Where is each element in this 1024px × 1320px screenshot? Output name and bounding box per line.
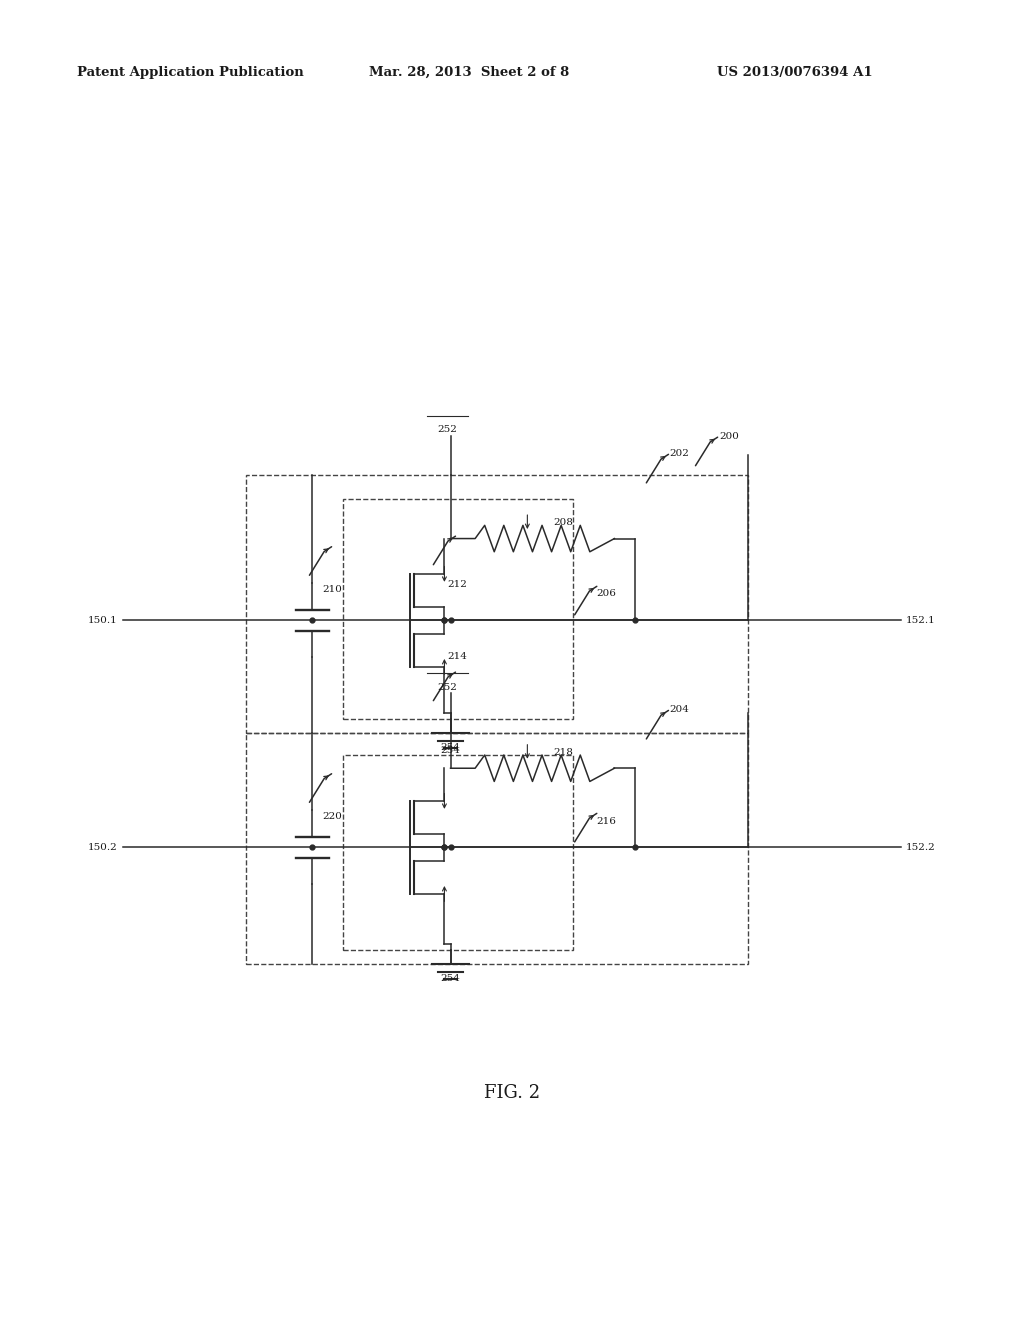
Text: 218: 218: [553, 748, 572, 756]
Bar: [246, 733, 748, 964]
Text: 220: 220: [323, 812, 342, 821]
Text: US 2013/0076394 A1: US 2013/0076394 A1: [717, 66, 872, 79]
Text: 210: 210: [323, 585, 342, 594]
Text: 252: 252: [437, 425, 458, 434]
Bar: [343, 755, 573, 950]
Text: 212: 212: [447, 581, 467, 589]
Text: 214: 214: [447, 652, 467, 660]
Text: 204: 204: [670, 705, 689, 714]
Text: 252: 252: [437, 682, 458, 692]
Text: Mar. 28, 2013  Sheet 2 of 8: Mar. 28, 2013 Sheet 2 of 8: [369, 66, 569, 79]
Text: 152.1: 152.1: [906, 616, 936, 624]
Text: 254: 254: [440, 746, 461, 755]
Text: Patent Application Publication: Patent Application Publication: [77, 66, 303, 79]
Text: 254: 254: [440, 974, 461, 983]
Text: 200: 200: [719, 432, 738, 441]
Text: 202: 202: [670, 449, 689, 458]
Text: FIG. 2: FIG. 2: [484, 1084, 540, 1102]
Text: 254: 254: [440, 743, 461, 752]
Text: 206: 206: [596, 590, 615, 598]
Bar: [343, 499, 573, 719]
Bar: [246, 475, 748, 733]
Text: 216: 216: [596, 817, 615, 825]
Text: 208: 208: [553, 519, 572, 527]
Text: 150.2: 150.2: [88, 843, 118, 851]
Text: 152.2: 152.2: [906, 843, 936, 851]
Text: 150.1: 150.1: [88, 616, 118, 624]
